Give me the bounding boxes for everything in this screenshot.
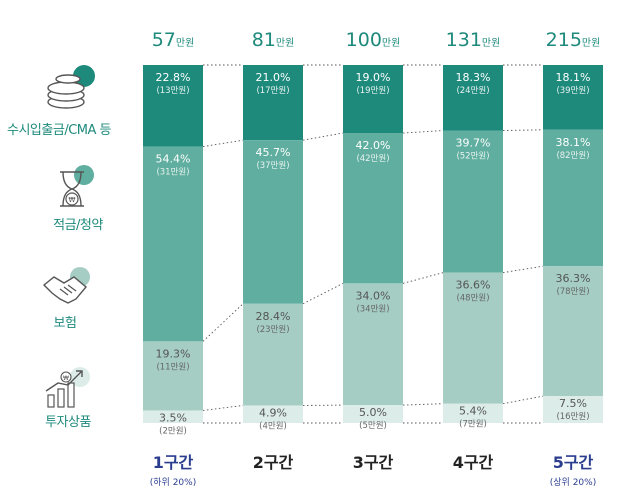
bar-value-label: 28.4% (256, 310, 291, 323)
bar-segment (243, 303, 303, 406)
bar-amount-label: (13만원) (156, 86, 189, 96)
bar-amount-label: (31만원) (156, 168, 189, 178)
bar-amount-label: (34만원) (356, 304, 389, 314)
bar-amount-label: (39만원) (556, 86, 589, 96)
bar-value-label: 42.0% (356, 139, 391, 152)
bar-amount-label: (7만원) (459, 420, 487, 430)
bar-segment (343, 65, 403, 134)
bar-value-label: 36.3% (556, 272, 591, 285)
bar-amount-label: (42만원) (356, 154, 389, 164)
category-label: 3구간 (353, 453, 394, 472)
total-label: 57만원 (152, 29, 195, 51)
category-sublabel: (상위 20%) (550, 477, 596, 488)
category-label: 5구간 (553, 453, 594, 472)
connector-line (502, 395, 544, 405)
bar-amount-label: (5만원) (359, 421, 387, 431)
bar-value-label: 22.8% (156, 71, 191, 84)
bar-segment (243, 65, 303, 141)
bar-segment (443, 65, 503, 131)
bar-amount-label: (48만원) (456, 294, 489, 304)
total-label: 81만원 (252, 29, 295, 51)
connector-line (402, 130, 444, 134)
bar-value-label: 7.5% (559, 397, 587, 410)
category-label: 1구간 (153, 453, 194, 472)
bar-amount-label: (19만원) (356, 86, 389, 96)
handshake-icon (40, 263, 100, 309)
bar-segment (243, 140, 303, 304)
bar-amount-label: (52만원) (456, 152, 489, 162)
bar-segment (143, 341, 203, 411)
bar-value-label: 5.0% (359, 406, 387, 419)
connector-line (502, 129, 544, 131)
bar-segment (343, 283, 403, 406)
bar-amount-label: (16만원) (556, 412, 589, 422)
connector-line (502, 265, 544, 274)
bar-segment (143, 410, 203, 423)
total-unit: 만원 (176, 37, 194, 49)
bar-segment (543, 65, 603, 130)
connector-line (202, 139, 244, 148)
bar-segment (143, 146, 203, 342)
bar-amount-label: (23만원) (256, 325, 289, 335)
bar-value-label: 54.4% (156, 153, 191, 166)
legend-label-insurance: 보험 (53, 316, 77, 331)
bar-value-label: 18.3% (456, 71, 491, 84)
bar-amount-label: (11만원) (156, 362, 189, 372)
bar-segment (443, 130, 503, 273)
total-unit: 만원 (482, 37, 500, 49)
connector-line (402, 272, 444, 284)
bar-amount-label: (17만원) (256, 86, 289, 96)
bar-segment (443, 403, 503, 423)
bar-value-label: 21.0% (256, 71, 291, 84)
bar-segment (343, 405, 403, 423)
bar-value-label: 39.7% (456, 137, 491, 150)
connector-line (302, 132, 344, 141)
bar-value-label: 5.4% (459, 405, 487, 418)
hourglass-won-icon: ₩ (52, 162, 102, 212)
coins-icon (44, 62, 104, 114)
svg-text:₩: ₩ (69, 196, 76, 204)
bar-amount-label: (82만원) (556, 151, 589, 161)
total-unit: 만원 (276, 37, 294, 49)
bar-value-label: 45.7% (256, 146, 291, 159)
category-label: 2구간 (253, 453, 294, 472)
bar-value-label: 4.9% (259, 406, 287, 419)
svg-text:₩: ₩ (63, 375, 69, 382)
bar-amount-label: (24만원) (456, 86, 489, 96)
connector-line (302, 282, 344, 305)
connector-line (202, 303, 244, 342)
category-sublabel: (하위 20%) (150, 477, 196, 488)
bar-segment (443, 272, 503, 404)
bar-segment (143, 65, 203, 147)
connector-line (202, 405, 244, 411)
bar-value-label: 38.1% (556, 136, 591, 149)
bar-segment (343, 133, 403, 284)
bar-amount-label: (37만원) (256, 161, 289, 171)
total-label: 100만원 (346, 29, 401, 51)
bar-segment (543, 396, 603, 423)
bar-segment (243, 405, 303, 423)
bar-value-label: 3.5% (159, 411, 187, 424)
bar-value-label: 19.0% (356, 71, 391, 84)
bar-amount-label: (78만원) (556, 287, 589, 297)
category-label: 4구간 (453, 453, 494, 472)
total-unit: 만원 (382, 37, 400, 49)
bar-segment (543, 266, 603, 397)
bar-segment (543, 129, 603, 267)
bar-amount-label: (4만원) (259, 421, 287, 431)
bar-value-label: 36.6% (456, 279, 491, 292)
growth-chart-icon: ₩ (42, 365, 98, 409)
legend-label-investment: 투자상품 (45, 415, 91, 430)
total-label: 215만원 (546, 29, 601, 51)
total-unit: 만원 (582, 37, 600, 49)
bar-value-label: 18.1% (556, 71, 591, 84)
bar-value-label: 19.3% (156, 347, 191, 360)
bar-amount-label: (2만원) (159, 426, 187, 436)
bar-value-label: 34.0% (356, 289, 391, 302)
total-label: 131만원 (446, 29, 501, 51)
legend-label-cash: 수시입출금/CMA 등 (7, 123, 111, 138)
connector-line (402, 403, 444, 406)
legend-label-savings: 적금/청약 (53, 218, 103, 233)
